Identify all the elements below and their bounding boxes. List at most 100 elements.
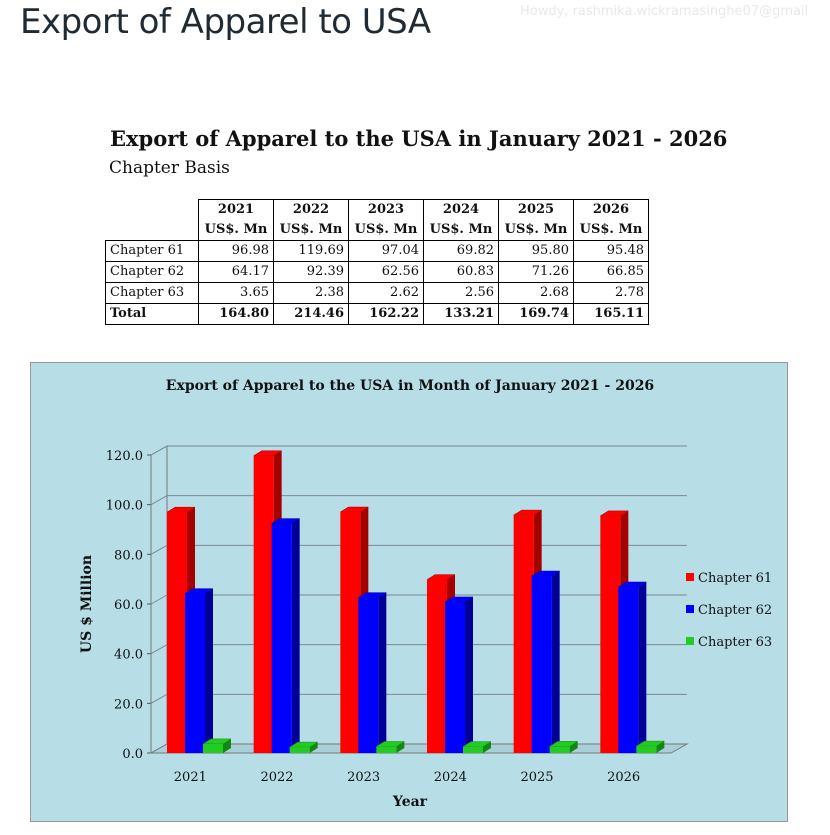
table-cell: 2.62	[348, 282, 424, 304]
unit-header: US$. Mn	[198, 220, 274, 241]
bar	[203, 743, 223, 753]
table-cell: 62.56	[348, 261, 424, 283]
gridline-side	[150, 594, 168, 605]
table-cell: 95.48	[573, 240, 649, 262]
total-cell: 165.11	[573, 303, 649, 325]
year-header: 2023	[348, 199, 424, 220]
table-cell: 2.56	[423, 282, 499, 304]
total-cell: 162.22	[348, 303, 424, 325]
bar	[513, 515, 534, 753]
bar-side	[638, 581, 647, 753]
row-label: Chapter 63	[105, 282, 199, 304]
year-header: 2024	[423, 199, 499, 220]
table-cell: 3.65	[198, 282, 274, 304]
row-label: Total	[105, 303, 199, 325]
bar	[340, 512, 361, 753]
bar-side	[465, 596, 473, 753]
user-greeting: Howdy, rashmika.wickramasinghe07@gmail	[520, 4, 809, 19]
chart-panel: Export of Apparel to the USA in Month of…	[30, 362, 788, 822]
table-cell: 64.17	[198, 261, 274, 283]
year-header: 2026	[573, 199, 649, 220]
bar-top	[530, 570, 561, 577]
table-cell: 96.98	[198, 240, 274, 262]
bar	[600, 515, 621, 753]
unit-header: US$. Mn	[423, 220, 499, 241]
year-header: 2025	[498, 199, 574, 220]
table-row: Chapter 62 64.17 92.39 62.56 60.83 71.26…	[105, 261, 649, 283]
bar	[358, 597, 379, 753]
bar-side	[291, 518, 300, 753]
unit-header: US$. Mn	[273, 220, 349, 241]
gridline-side	[150, 693, 168, 704]
total-cell: 169.74	[498, 303, 574, 325]
table-cell: 2.38	[273, 282, 349, 304]
bar	[289, 747, 310, 753]
y-tick-label: 40.0	[114, 648, 143, 663]
bar-side	[483, 741, 491, 753]
row-label: Chapter 62	[105, 261, 199, 283]
legend-swatch	[686, 637, 694, 645]
table-corner	[105, 199, 199, 241]
table-cell: 66.85	[573, 261, 649, 283]
bar-side	[569, 741, 578, 753]
bar	[167, 512, 187, 753]
table-row: Chapter 63 3.65 2.38 2.62 2.56 2.68 2.78	[105, 282, 649, 304]
bar-side	[396, 741, 405, 753]
unit-header: US$. Mn	[498, 220, 574, 241]
bar-side	[378, 592, 387, 753]
bar-side	[656, 741, 665, 753]
bar	[531, 576, 552, 753]
x-tick-label: 2022	[260, 770, 293, 785]
bar-chart: Export of Apparel to the USA in Month of…	[79, 378, 772, 810]
gridline-side	[150, 445, 168, 456]
bar	[253, 455, 274, 753]
table-cell: 95.80	[498, 240, 574, 262]
y-tick-label: 80.0	[114, 548, 143, 563]
row-label: Chapter 61	[105, 240, 199, 262]
total-cell: 214.46	[273, 303, 349, 325]
unit-header: US$. Mn	[348, 220, 424, 241]
y-tick-label: 0.0	[122, 747, 143, 762]
x-tick-label: 2023	[347, 770, 380, 785]
gridline-side	[150, 644, 168, 655]
y-tick-label: 60.0	[114, 598, 143, 613]
export-data-table: 2021 2022 2023 2024 2025 2026 US$. Mn US…	[105, 199, 649, 325]
chart-title: Export of Apparel to the USA in Month of…	[166, 378, 654, 394]
table-cell: 60.83	[423, 261, 499, 283]
bar-top	[617, 581, 648, 588]
bar	[463, 746, 483, 753]
y-tick-label: 100.0	[106, 499, 143, 514]
bar-side	[551, 571, 560, 753]
bar	[271, 523, 292, 753]
x-tick-label: 2024	[434, 770, 467, 785]
bar-top	[635, 740, 666, 747]
bar-top	[426, 574, 456, 580]
x-tick-label: 2025	[520, 770, 553, 785]
bar-side	[205, 588, 213, 753]
table-cell: 97.04	[348, 240, 424, 262]
bar	[185, 593, 205, 753]
x-tick-label: 2021	[174, 770, 207, 785]
x-axis-label: Year	[392, 794, 428, 810]
table-total-row: Total 164.80 214.46 162.22 133.21 169.74…	[105, 303, 649, 325]
y-tick-label: 20.0	[114, 697, 143, 712]
table-cell: 2.78	[573, 282, 649, 304]
bar	[376, 746, 397, 753]
table-cell: 2.68	[498, 282, 574, 304]
year-header: 2021	[198, 199, 274, 220]
bar	[549, 746, 570, 753]
total-cell: 164.80	[198, 303, 274, 325]
document-title: Export of Apparel to the USA in January …	[110, 126, 728, 151]
bar	[427, 579, 447, 753]
table-cell: 71.26	[498, 261, 574, 283]
year-header: 2022	[273, 199, 349, 220]
legend-swatch	[686, 573, 694, 581]
bar-top	[270, 518, 301, 524]
table-cell: 119.69	[273, 240, 349, 262]
bar-side	[223, 738, 231, 753]
legend-label: Chapter 62	[698, 603, 772, 618]
y-tick-label: 120.0	[106, 449, 143, 464]
legend-swatch	[686, 605, 694, 613]
table-cell: 92.39	[273, 261, 349, 283]
gridline-side	[150, 544, 168, 555]
